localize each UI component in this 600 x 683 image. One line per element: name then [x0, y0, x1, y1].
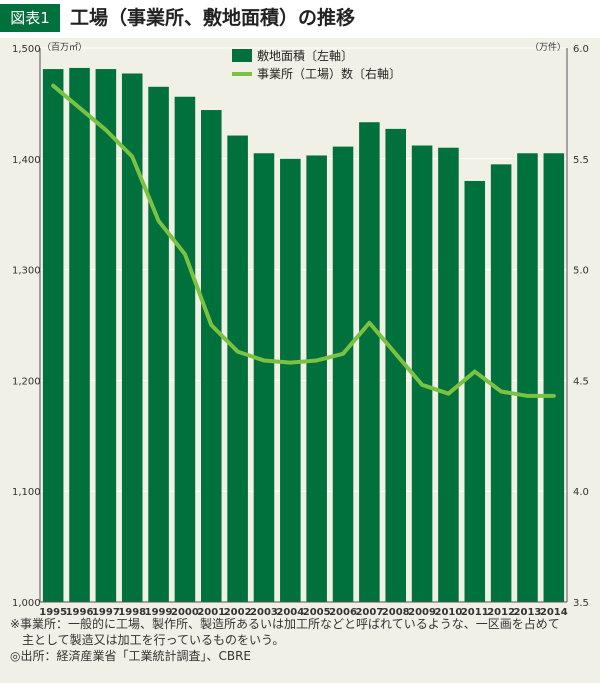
line-point-2012	[499, 389, 503, 393]
right-axis-tick-label: 4.5	[573, 376, 589, 387]
bar-2004	[280, 158, 301, 603]
figure-number-badge: 図表1	[0, 4, 60, 32]
line-point-1998	[130, 155, 134, 159]
left-axis-tick-label: 1,200	[12, 376, 41, 387]
bar-1997	[95, 69, 117, 602]
x-tick-label-1996: 1996	[66, 607, 94, 616]
x-tick-label-1997: 1997	[92, 607, 120, 616]
bar-1995	[42, 69, 64, 602]
right-axis-unit: （万件）	[530, 41, 566, 53]
figure-header: 図表1 工場（事業所、敷地面積）の推移	[0, 0, 600, 41]
legend-label-count: 事業所（工場）数〔右軸〕	[257, 66, 401, 81]
right-axis-tick-label: 5.5	[573, 155, 589, 166]
x-tick-label-2010: 2010	[435, 607, 463, 616]
bar-2011	[464, 180, 486, 602]
x-tick-label-2013: 2013	[514, 607, 542, 616]
line-point-1999	[157, 219, 161, 223]
bar-2008	[385, 128, 407, 602]
line-point-2003	[262, 358, 266, 362]
x-tick-label-2000: 2000	[171, 607, 199, 616]
bar-2005	[306, 155, 327, 602]
line-point-2013	[525, 394, 529, 398]
bar-2010	[438, 147, 459, 602]
line-point-2010	[446, 392, 450, 396]
x-tick-label-2001: 2001	[197, 607, 225, 616]
bar-2014	[543, 153, 565, 602]
bar-2009	[411, 145, 433, 602]
bar-2013	[517, 153, 538, 602]
x-tick-label-2003: 2003	[250, 607, 278, 616]
chart-notes: ※事業所：一般的に工場、製作所、製造所あるいは加工所などと呼ばれているような、一…	[10, 616, 595, 664]
bar-2001	[200, 110, 222, 602]
line-point-2001	[209, 323, 213, 327]
line-point-2000	[183, 252, 187, 256]
line-point-1995	[51, 84, 55, 88]
bar-2012	[490, 164, 512, 602]
left-axis-tick-label: 1,100	[12, 487, 41, 498]
x-tick-label-2004: 2004	[276, 607, 304, 616]
bar-1998	[121, 73, 143, 602]
factory-count-line	[51, 83, 556, 398]
x-tick-label-1998: 1998	[118, 607, 146, 616]
x-tick-label-2012: 2012	[487, 607, 515, 616]
x-tick-label-2007: 2007	[355, 607, 383, 616]
x-tick-label-2005: 2005	[303, 607, 331, 616]
bar-2006	[332, 146, 354, 602]
line-point-1996	[78, 106, 82, 110]
right-axis-tick-label: 5.0	[573, 266, 589, 277]
x-tick-label-2002: 2002	[224, 607, 252, 616]
footnote-line-2: 主として製造又は加工を行っているものをいう。	[22, 633, 285, 647]
right-axis-tick-label: 3.5	[573, 598, 589, 609]
combo-chart: 1,000 3.5 1,100 4.0 1,200 4.5 1,300 5.0 1,400 5.5…	[12, 41, 589, 616]
right-axis-tick-label: 4.0	[573, 487, 589, 498]
line-point-2002	[236, 350, 240, 354]
line-point-2008	[394, 352, 398, 356]
bar-2003	[253, 153, 275, 602]
x-tick-label-2011: 2011	[461, 607, 489, 616]
left-axis-unit: （百万㎡）	[42, 42, 87, 53]
line-point-2004	[288, 361, 292, 365]
line-point-1997	[104, 128, 108, 132]
bar-1996	[69, 67, 90, 603]
line-point-2005	[315, 358, 319, 362]
bar-2007	[359, 122, 380, 603]
legend-label-area: 敷地面積〔左軸〕	[257, 48, 353, 63]
left-axis-tick-label: 1,300	[12, 266, 41, 277]
right-axis-tick-label: 6.0	[573, 44, 589, 55]
figure-title: 工場（事業所、敷地面積）の推移	[70, 7, 356, 29]
bar-1999	[148, 86, 169, 602]
x-tick-label-1995: 1995	[39, 607, 67, 616]
line-point-2006	[341, 352, 345, 356]
left-axis-tick-label: 1,400	[12, 155, 41, 166]
bar-2000	[174, 96, 196, 602]
footnote-line-1: ※事業所：一般的に工場、製作所、製造所あるいは加工所などと呼ばれているような、一…	[10, 617, 560, 631]
left-axis-tick-label: 1,000	[12, 598, 41, 609]
legend-swatch-area	[232, 49, 252, 62]
x-tick-label-1999: 1999	[145, 607, 173, 616]
bar-2002	[227, 135, 248, 603]
x-tick-label-2009: 2009	[408, 607, 436, 616]
x-tick-label-2006: 2006	[329, 607, 357, 616]
line-point-2007	[367, 321, 371, 325]
source-note: ◎出所：経済産業省「工業統計調査」、CBRE	[10, 649, 252, 663]
line-point-2014	[552, 394, 556, 398]
left-axis-tick-label: 1,500	[12, 44, 41, 55]
x-tick-label-2014: 2014	[540, 607, 568, 616]
line-point-2009	[420, 383, 424, 387]
line-point-2011	[473, 370, 477, 374]
x-tick-label-2008: 2008	[382, 607, 410, 616]
